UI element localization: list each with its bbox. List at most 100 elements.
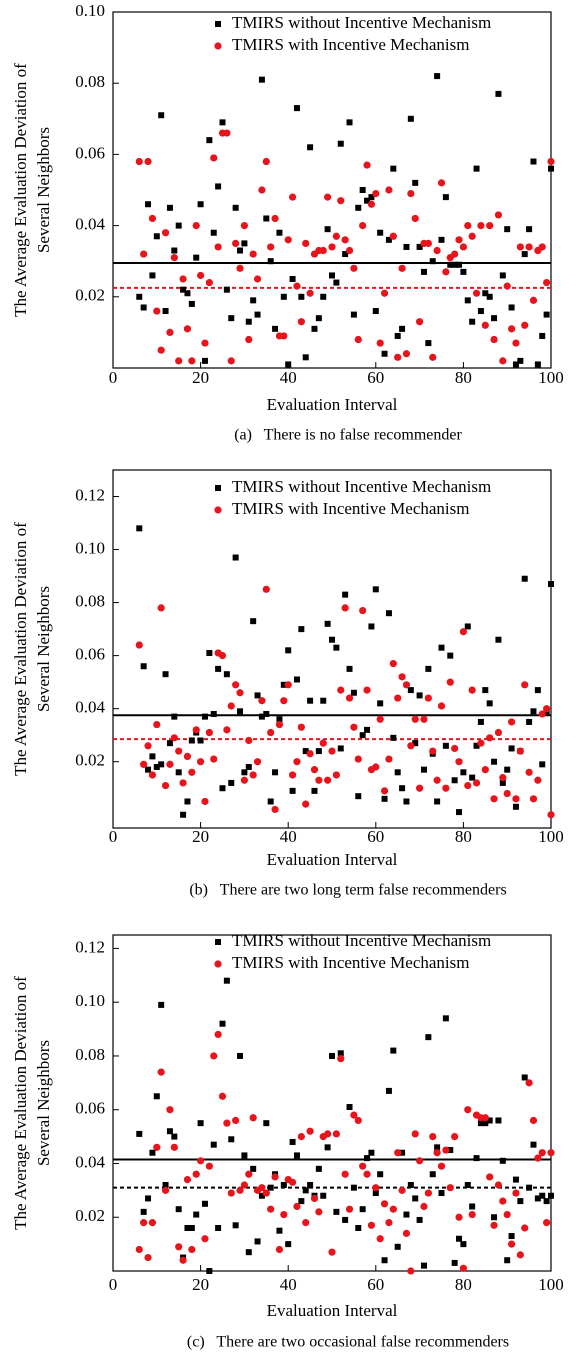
point [350,311,357,318]
point [205,278,213,287]
y-tick-label: 0.12 [75,485,105,504]
point [394,1149,402,1157]
x-tick-label: 60 [367,368,384,387]
point [416,692,423,699]
point [175,769,182,776]
point [166,1106,174,1114]
point [285,647,292,654]
point [223,1119,231,1127]
legend-label: TMIRS with Incentive Mechanism [232,499,470,518]
point [394,353,402,361]
point [538,710,546,718]
point [499,779,506,786]
point [534,1154,542,1162]
point [201,713,208,720]
legend-marker [214,42,222,50]
point [468,232,476,240]
point [494,211,503,219]
y-tick-label: 0.04 [75,215,105,234]
point [469,318,476,325]
point [232,204,239,211]
point [416,1216,423,1223]
point [434,798,441,805]
point [324,776,332,784]
point [306,1127,314,1135]
point [175,1243,183,1251]
point [210,710,217,717]
point [232,1222,239,1229]
point [548,581,554,588]
point [460,1241,467,1248]
point [381,795,388,802]
point [490,795,498,803]
point [153,307,161,315]
point [337,686,345,694]
y-tick-label: 0.08 [75,72,105,91]
point [135,641,143,649]
point [376,1235,384,1243]
point [355,204,362,211]
point [192,1170,200,1178]
point [324,1130,332,1138]
point [315,315,322,322]
point [504,226,511,233]
point [298,1198,305,1205]
point [254,1238,261,1245]
y-tick-label: 0.08 [75,591,105,610]
point [232,1116,240,1125]
point [288,771,297,779]
point [237,247,244,254]
point [376,339,384,347]
x-tick-label: 60 [367,827,384,846]
point [311,787,318,794]
point [507,1240,516,1248]
x-tick-label: 100 [538,1275,564,1294]
point [548,165,554,172]
point [473,742,480,749]
point [469,1203,476,1210]
point [240,776,248,784]
point [236,689,244,697]
point [402,681,411,689]
point [293,1202,301,1211]
point [272,769,279,776]
point [389,1205,397,1213]
point [516,747,524,755]
point [289,276,296,282]
point [525,768,533,776]
point [372,763,380,771]
point [166,328,174,336]
point [263,710,270,717]
point [179,275,187,283]
point [258,1184,266,1192]
point [477,308,484,315]
point [320,1192,327,1199]
point [399,325,406,332]
point [512,795,520,803]
point [521,575,528,582]
point [258,186,266,194]
point [491,1214,498,1221]
point [464,222,472,230]
point [245,736,253,745]
point [258,76,265,83]
point [350,723,358,731]
point [529,1116,538,1125]
point [306,750,314,758]
point [486,1117,493,1124]
point [543,278,551,287]
point [486,222,494,230]
point [504,1257,511,1264]
point [276,1227,283,1234]
y-tick-label: 0.10 [75,1,105,20]
point [499,774,507,782]
point [210,154,218,162]
point [307,144,314,151]
point [507,718,516,726]
point [267,243,275,251]
point [363,161,371,169]
point [153,1143,161,1151]
point [381,1257,388,1264]
point [390,165,397,172]
point [482,687,489,694]
